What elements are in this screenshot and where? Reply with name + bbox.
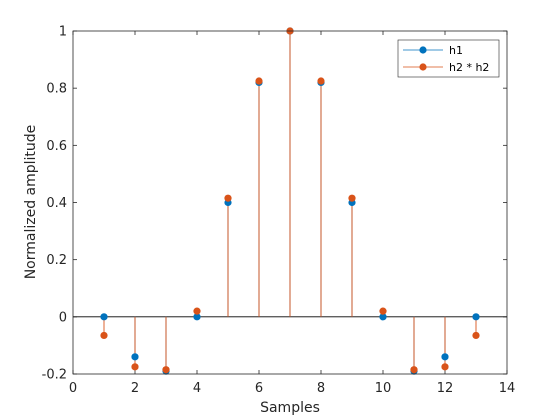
marker-h2 [255,77,263,85]
marker-h1 [472,313,480,321]
y-tick-label: 0.4 [46,196,67,211]
x-tick-label: 6 [255,381,263,396]
marker-h2 [317,77,325,85]
y-axis-label: Normalized amplitude [23,125,39,280]
y-tick-label: -0.2 [42,368,67,383]
marker-h2 [441,363,449,371]
marker-h2 [472,331,480,340]
marker-h1 [379,313,387,321]
x-tick-label: 10 [375,381,392,396]
legend-marker-h1 [419,46,427,54]
marker-h1 [193,313,201,321]
y-tick-label: 0.8 [46,82,67,97]
marker-h2 [410,366,418,374]
x-tick-label: 0 [69,381,77,396]
legend-box [397,39,500,78]
legend-label-h2: h2 * h2 [449,61,489,74]
y-tick-label: 0 [59,310,67,325]
markers [100,27,480,375]
marker-h2 [100,331,108,340]
marker-h2 [348,194,356,202]
legend-marker-h2 [419,63,427,71]
y-tick-label: 0.2 [46,253,67,268]
tick-labels: 0 2 4 6 8 10 12 14-0.200.20.40.60.81 [42,25,516,397]
marker-h1 [131,353,139,361]
marker-h2 [379,307,387,315]
x-tick-label: 12 [437,381,454,396]
marker-h2 [224,194,232,202]
y-tick-label: 0.6 [46,139,67,154]
x-tick-label: 14 [499,381,516,396]
x-tick-label: 4 [193,381,201,396]
axes-box [72,30,508,375]
x-tick-label: 2 [131,381,139,396]
marker-h2 [162,366,170,374]
x-axis-label: Samples [260,400,320,416]
marker-h1 [441,353,449,361]
y-tick-label: 1 [59,25,67,40]
legend-label-h1: h1 [449,44,463,57]
legend: h1 h2 * h2 [397,39,500,78]
marker-h1 [100,313,108,321]
marker-h2 [193,307,201,315]
marker-h2 [131,363,139,371]
x-tick-label: 8 [317,381,325,396]
